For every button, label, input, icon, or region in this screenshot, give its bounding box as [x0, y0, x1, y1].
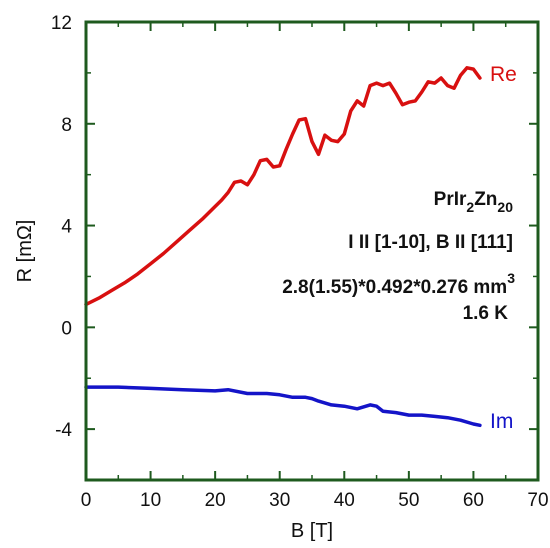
x-tick-label: 70	[527, 490, 548, 511]
x-tick-label: 50	[398, 490, 419, 511]
y-tick-label: 8	[61, 115, 72, 136]
x-axis-label: B [T]	[291, 520, 333, 542]
y-axis-label: R [mΩ]	[14, 220, 36, 283]
y-tick-label: 4	[61, 217, 72, 238]
annotation-dimensions: 2.8(1.55)*0.492*0.276 mm3	[282, 270, 515, 298]
y-tick-label: 12	[51, 13, 72, 34]
y-tick-label: -4	[55, 420, 72, 441]
x-tick-label: 10	[140, 490, 161, 511]
series-label-re: Re	[490, 63, 517, 86]
x-tick-label: 20	[205, 490, 226, 511]
x-tick-labels: 0 10 20 30 40 50 60 70	[81, 490, 549, 511]
series-line-im	[84, 385, 482, 428]
annotation-orientation: I II [1-10], B II [111]	[348, 232, 513, 253]
x-tick-label: 30	[269, 490, 290, 511]
series-label-im: Im	[490, 410, 513, 433]
series-layer	[84, 66, 482, 428]
series-line-re	[84, 66, 482, 307]
y-tick-labels: -4 0 4 8 12	[51, 13, 73, 441]
x-tick-label: 40	[334, 490, 355, 511]
plot-frame	[84, 20, 540, 482]
y-tick-label: 0	[61, 318, 72, 339]
x-tick-label: 0	[81, 490, 92, 511]
x-tick-label: 60	[463, 490, 484, 511]
annotation-compound: PrIr2Zn20	[434, 189, 514, 215]
annotation-temperature: 1.6 K	[463, 303, 509, 324]
